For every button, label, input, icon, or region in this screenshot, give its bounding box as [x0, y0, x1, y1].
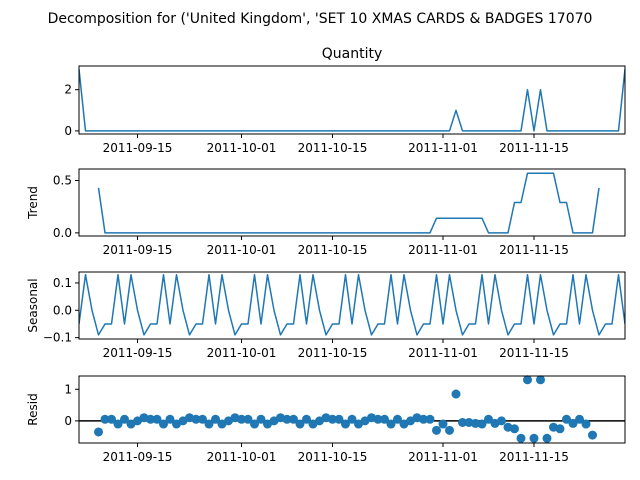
- resid-point: [393, 414, 402, 424]
- resid-point: [373, 414, 383, 424]
- resid-point: [588, 430, 597, 440]
- x-tick-label: 2011-09-15: [103, 450, 173, 464]
- resid-point: [198, 414, 207, 424]
- series-line: [97, 172, 600, 234]
- series-line: [79, 69, 625, 132]
- resid-point: [341, 419, 350, 429]
- resid-point: [477, 419, 487, 429]
- resid-point: [94, 427, 103, 437]
- resid-point: [191, 414, 201, 424]
- resid-point: [152, 414, 162, 424]
- x-tick-label: 2011-10-15: [298, 450, 368, 464]
- figure-suptitle: Decomposition for ('United Kingdom', 'SE…: [48, 11, 593, 27]
- resid-point: [516, 433, 526, 443]
- resid-point: [295, 419, 305, 429]
- x-tick-label: 2011-09-15: [103, 243, 173, 257]
- x-tick-label: 2011-11-15: [499, 141, 569, 155]
- resid-point: [425, 414, 435, 424]
- resid-point: [146, 414, 155, 424]
- resid-point: [113, 419, 123, 429]
- panel-ylabel: Seasonal: [26, 278, 40, 332]
- resid-point: [523, 375, 532, 385]
- resid-point: [250, 419, 259, 429]
- resid-point: [568, 418, 578, 428]
- axes-frame: [78, 271, 626, 340]
- resid-point: [536, 375, 545, 385]
- x-tick-label: 2011-10-15: [298, 243, 368, 257]
- x-tick-label: 2011-10-01: [207, 450, 277, 464]
- y-tick-label: 2: [64, 83, 72, 97]
- y-tick-label: 0: [64, 124, 72, 138]
- x-tick-label: 2011-11-15: [499, 243, 569, 257]
- x-tick-label: 2011-10-01: [207, 243, 277, 257]
- resid-point: [471, 418, 480, 428]
- resid-point: [347, 414, 357, 424]
- resid-point: [211, 414, 220, 424]
- resid-point: [575, 414, 584, 424]
- x-tick-label: 2011-11-01: [408, 141, 478, 155]
- resid-point: [438, 419, 448, 429]
- axes-frame: [78, 65, 626, 135]
- resid-point: [107, 414, 116, 424]
- y-tick-label: 0.1: [53, 276, 72, 290]
- x-tick-label: 2011-09-15: [103, 346, 173, 360]
- resid-point: [581, 419, 591, 429]
- panel-ylabel: Resid: [26, 393, 40, 425]
- resid-point: [542, 433, 552, 443]
- y-tick-label: 0: [64, 414, 72, 428]
- resid-point: [386, 419, 396, 429]
- resid-point: [510, 424, 519, 434]
- axes-frame: [78, 168, 626, 237]
- panel-title: Quantity: [322, 46, 383, 62]
- y-tick-label: 1: [64, 382, 72, 396]
- resid-point: [100, 414, 110, 424]
- x-tick-label: 2011-10-15: [298, 141, 368, 155]
- resid-point: [529, 433, 539, 443]
- panel-3: 0.1 0.0 −0.1 2011-09-15 2011-10-01 2011-10-15…: [26, 271, 626, 360]
- resid-point: [120, 414, 129, 424]
- resid-point: [451, 389, 461, 399]
- resid-point: [256, 414, 266, 424]
- panel-1: 0 2 2011-09-15 2011-10-01 2011-10-15 2011-11-…: [64, 46, 626, 155]
- x-tick-label: 2011-11-01: [408, 450, 478, 464]
- resid-point: [159, 419, 168, 429]
- resid-point: [237, 414, 246, 424]
- resid-point: [282, 414, 292, 424]
- resid-point: [289, 414, 298, 424]
- y-tick-label: 0.0: [53, 303, 72, 317]
- panel-ylabel: Trend: [26, 186, 40, 220]
- x-tick-label: 2011-10-01: [207, 141, 277, 155]
- resid-point: [204, 419, 214, 429]
- series-line: [79, 273, 625, 336]
- panels: 0 2 2011-09-15 2011-10-01 2011-10-15 2011-11-…: [26, 46, 626, 464]
- x-tick-label: 2011-11-01: [408, 243, 478, 257]
- x-tick-label: 2011-11-01: [408, 346, 478, 360]
- x-tick-label: 2011-10-01: [207, 346, 277, 360]
- x-tick-label: 2011-11-15: [499, 450, 569, 464]
- x-tick-label: 2011-10-15: [298, 346, 368, 360]
- resid-point: [458, 417, 467, 427]
- x-tick-label: 2011-09-15: [103, 141, 173, 155]
- resid-point: [380, 414, 389, 424]
- resid-point: [243, 414, 253, 424]
- y-tick-label: 0.0: [53, 226, 72, 240]
- y-tick-label: −0.1: [43, 331, 72, 345]
- resid-point: [497, 416, 506, 426]
- y-tick-label: 0.5: [53, 174, 72, 188]
- resid-point: [419, 414, 428, 424]
- resid-point: [445, 425, 454, 435]
- axes-frame: [78, 375, 626, 444]
- resid-point: [302, 414, 311, 424]
- resid-point: [562, 414, 571, 424]
- x-tick-label: 2011-11-15: [499, 346, 569, 360]
- resid-point: [165, 414, 175, 424]
- resid-point: [555, 424, 565, 434]
- panel-2: 0.0 0.5 2011-09-15 2011-10-01 2011-10-15 2011…: [26, 168, 626, 257]
- resid-point: [328, 414, 337, 424]
- resid-point: [334, 414, 344, 424]
- resid-point: [484, 414, 493, 424]
- panel-4: 0 1 2011-09-15 2011-10-01 2011-10-15 2011-11-…: [26, 375, 626, 464]
- resid-point: [432, 425, 441, 435]
